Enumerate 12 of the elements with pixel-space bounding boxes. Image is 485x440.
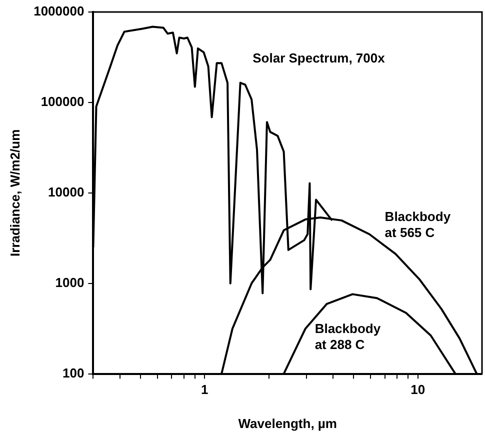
y-axis-title: Irradiance, W/m2/um: [7, 129, 22, 256]
y-tick-label: 10000: [48, 184, 84, 200]
series-label: Blackbody at 288 C: [314, 321, 382, 352]
y-tick-label: 100000: [40, 94, 84, 110]
y-tick-label: 1000000: [34, 4, 84, 19]
series-label: Blackbody at 565 C: [384, 209, 452, 240]
x-tick-label: 1: [201, 382, 208, 398]
x-axis-title: Wavelength, µm: [238, 416, 337, 431]
series-label: Solar Spectrum, 700x: [252, 50, 386, 66]
y-tick-label: 1000: [55, 274, 84, 290]
x-tick-label: 10: [410, 382, 426, 398]
y-tick-label: 100: [62, 365, 84, 380]
